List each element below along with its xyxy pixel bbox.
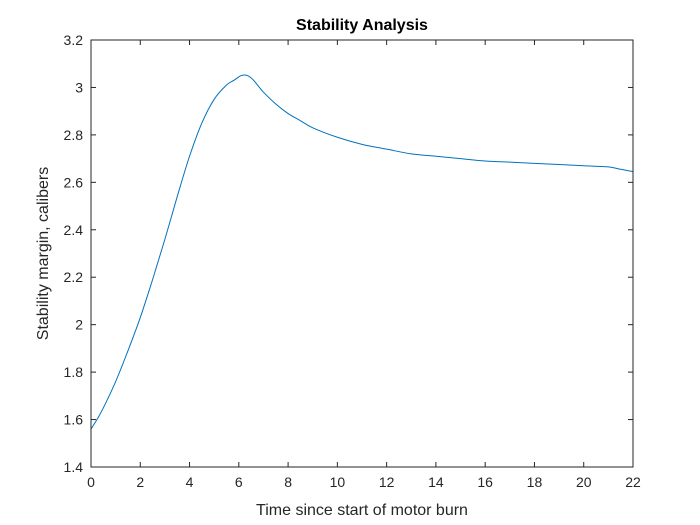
plot-area	[91, 40, 633, 467]
y-tick-label: 3	[75, 79, 83, 95]
x-tick-label: 20	[576, 474, 592, 490]
x-tick-labels: 0 2 4 6 8 10 12 14 16 18 20 22	[87, 474, 641, 490]
y-tick-label: 1.8	[64, 364, 84, 380]
x-tick-label: 14	[428, 474, 444, 490]
x-tick-label: 8	[284, 474, 292, 490]
y-axis-label: Stability margin, calibers	[35, 167, 52, 340]
y-tick-label: 2.2	[64, 269, 84, 285]
x-tick-label: 22	[625, 474, 641, 490]
x-tick-label: 12	[379, 474, 395, 490]
x-axis-label: Time since start of motor burn	[256, 502, 468, 519]
y-tick-label: 2.8	[64, 127, 84, 143]
x-tick-label: 16	[477, 474, 493, 490]
stability-margin-line	[90, 74, 634, 430]
axes-box	[90, 39, 634, 468]
x-tick-label: 6	[235, 474, 243, 490]
y-tick-label: 3.2	[64, 32, 84, 48]
y-tick-label: 2.6	[64, 174, 84, 190]
chart-title: Stability Analysis	[296, 17, 428, 34]
y-tick-labels: 1.4 1.6 1.8 2 2.2 2.4 2.6 2.8 3 3.2	[64, 32, 84, 475]
y-tick-label: 1.6	[64, 412, 84, 428]
x-tick-label: 18	[527, 474, 543, 490]
x-tick-label: 4	[186, 474, 194, 490]
y-tick-label: 2.4	[64, 222, 84, 238]
y-tick-label: 1.4	[64, 459, 84, 475]
x-tick-label: 0	[87, 474, 95, 490]
x-tick-label: 10	[330, 474, 346, 490]
x-tick-label: 2	[136, 474, 144, 490]
y-tick-label: 2	[75, 317, 83, 333]
